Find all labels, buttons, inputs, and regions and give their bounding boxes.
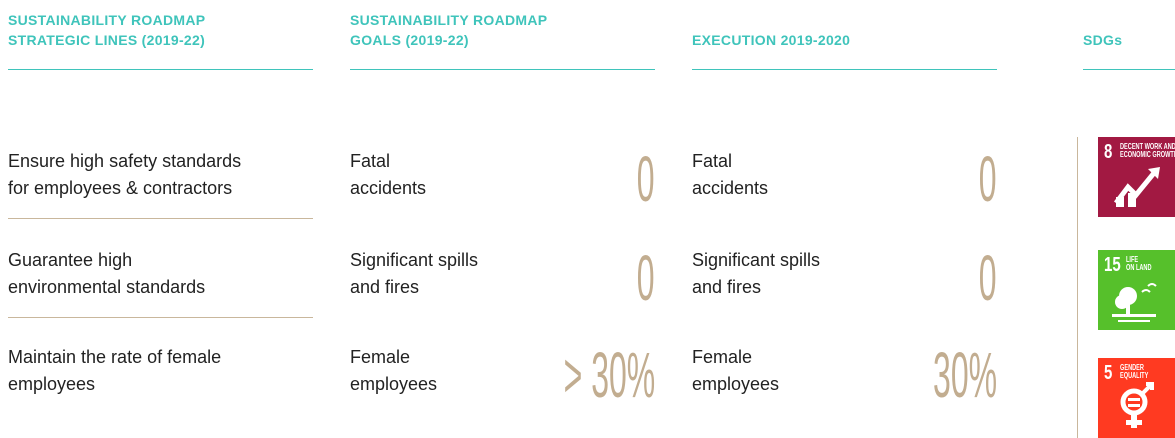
execution-label: Fatal accidents: [692, 148, 768, 202]
sdg-number: 15: [1104, 254, 1121, 276]
sdg-label: LIFE ON LAND: [1126, 256, 1152, 272]
sdg-number: 8: [1104, 141, 1113, 163]
sdg-icon: 5 GENDER EQUALITY: [1098, 358, 1175, 438]
text-line: employees: [350, 374, 438, 394]
execution-value: 30%: [932, 339, 997, 411]
header-rule: [692, 69, 997, 70]
sdg-icon: 8 DECENT WORK AND ECONOMIC GROWTH: [1098, 137, 1175, 217]
text-line: Significant spills: [350, 250, 479, 270]
strategic-line: Guarantee high environmental standards: [8, 247, 205, 301]
header-text: GOALS (2019-22): [350, 32, 469, 48]
text-line: Fatal: [350, 151, 391, 171]
sdg-label: GENDER EQUALITY: [1120, 364, 1148, 380]
sdg-pictogram: [1120, 382, 1154, 428]
header-rule: [1083, 69, 1175, 70]
divider: [1077, 137, 1078, 438]
header-text: SUSTAINABILITY ROADMAP: [8, 12, 206, 28]
sdg-icon: 15 LIFE ON LAND: [1098, 250, 1175, 330]
strategic-line: Ensure high safety standards for employee…: [8, 148, 241, 202]
execution-label: Significant spills and fires: [692, 247, 820, 301]
row-rule: [8, 317, 313, 318]
goal-label: Female employees: [350, 344, 437, 398]
header: EXECUTION 2019-2020: [692, 30, 850, 50]
text-line: Female: [692, 347, 753, 367]
text-line: ECONOMIC GROWTH: [1120, 150, 1175, 159]
text-line: GENDER: [1120, 363, 1144, 372]
text-line: for employees & contractors: [8, 178, 233, 198]
text-line: accidents: [692, 178, 769, 198]
text-line: EQUALITY: [1120, 371, 1149, 380]
text-line: Female: [350, 347, 411, 367]
execution-value: 0: [979, 242, 997, 314]
text-line: Fatal: [692, 151, 733, 171]
text-line: Ensure high safety standards: [8, 151, 242, 171]
header: SDGs: [1083, 30, 1122, 50]
sdg-pictogram: [1112, 283, 1157, 322]
text-line: ON LAND: [1126, 263, 1152, 272]
strategic-line: Maintain the rate of female employees: [8, 344, 221, 398]
header-rule: [8, 69, 313, 70]
goal-value: 0: [637, 143, 655, 215]
sdg-pictogram: [1114, 167, 1160, 207]
header-rule: [350, 69, 655, 70]
sdg-label: DECENT WORK AND ECONOMIC GROWTH: [1120, 143, 1175, 159]
text-line: environmental standards: [8, 277, 206, 297]
goal-label: Fatal accidents: [350, 148, 426, 202]
text-line: Significant spills: [692, 250, 821, 270]
header: SUSTAINABILITY ROADMAP GOALS (2019-22): [350, 10, 547, 50]
header: SUSTAINABILITY ROADMAP STRATEGIC LINES (2…: [8, 10, 205, 50]
goal-value: 0: [637, 242, 655, 314]
text-line: employees: [692, 374, 780, 394]
text-line: and fires: [692, 277, 762, 297]
header-text: STRATEGIC LINES (2019-22): [8, 32, 206, 48]
header-text: SDGs: [1083, 32, 1123, 48]
row-rule: [8, 218, 313, 219]
text-line: employees: [8, 374, 96, 394]
goal-label: Significant spills and fires: [350, 247, 478, 301]
header-text: EXECUTION 2019-2020: [692, 32, 851, 48]
sdg-number: 5: [1104, 362, 1113, 384]
text-line: accidents: [350, 178, 427, 198]
text-line: DECENT WORK AND: [1120, 142, 1175, 151]
text-line: LIFE: [1126, 255, 1139, 264]
execution-value: 0: [979, 143, 997, 215]
header-text: SUSTAINABILITY ROADMAP: [350, 12, 548, 28]
execution-label: Female employees: [692, 344, 779, 398]
text-line: Guarantee high: [8, 250, 133, 270]
text-line: Maintain the rate of female: [8, 347, 222, 367]
goal-value: > 30%: [563, 339, 655, 411]
text-line: and fires: [350, 277, 420, 297]
